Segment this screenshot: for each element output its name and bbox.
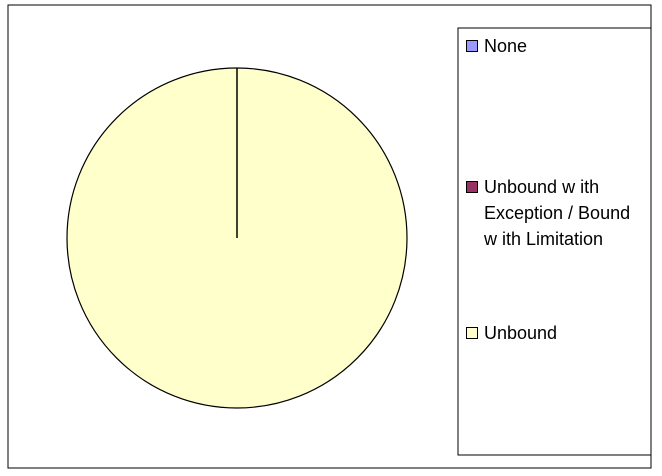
legend-label: Unbound (484, 323, 558, 343)
legend-swatch (466, 327, 478, 339)
legend-item: Unbound w ith Exception / Bound w ith Li… (466, 174, 646, 252)
legend-item: None (466, 33, 646, 59)
legend-label: None (484, 36, 528, 56)
legend-box (457, 27, 652, 456)
legend-swatch (466, 181, 478, 193)
legend-label: Unbound w ith Exception / Bound w ith Li… (484, 177, 631, 249)
legend-item: Unbound (466, 320, 646, 346)
legend-swatch (466, 40, 478, 52)
